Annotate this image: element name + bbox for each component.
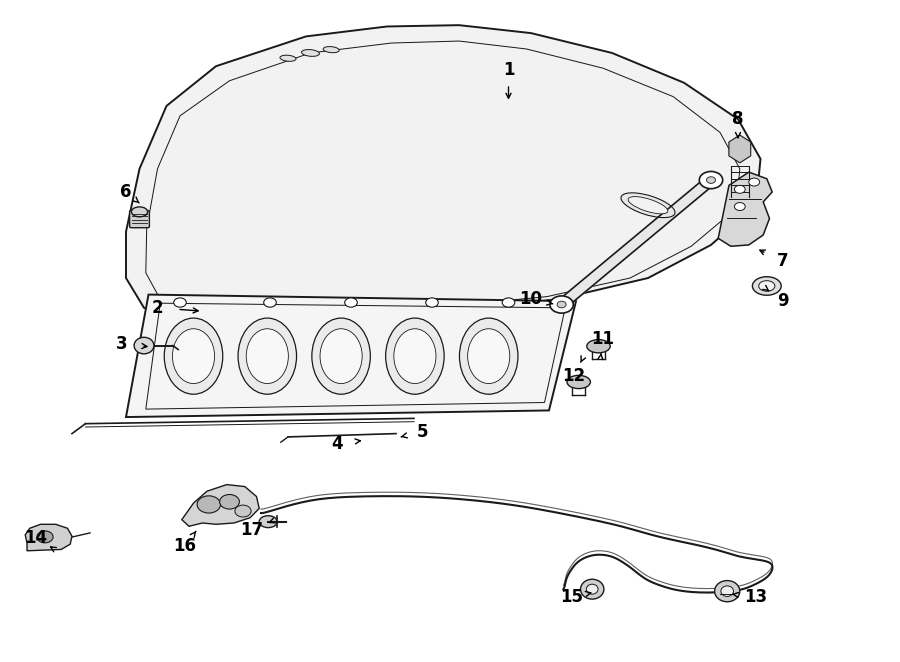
Text: 15: 15 bbox=[560, 588, 583, 606]
Ellipse shape bbox=[320, 329, 362, 383]
Text: 3: 3 bbox=[116, 335, 127, 354]
Text: 9: 9 bbox=[778, 292, 788, 310]
Ellipse shape bbox=[312, 318, 371, 395]
Circle shape bbox=[345, 298, 357, 307]
Ellipse shape bbox=[247, 329, 288, 383]
Ellipse shape bbox=[394, 329, 436, 383]
PathPatch shape bbox=[718, 172, 772, 246]
Text: 11: 11 bbox=[591, 330, 615, 348]
PathPatch shape bbox=[25, 524, 72, 551]
Ellipse shape bbox=[587, 340, 610, 353]
Text: 5: 5 bbox=[418, 422, 428, 441]
Ellipse shape bbox=[280, 55, 296, 62]
Ellipse shape bbox=[587, 584, 599, 594]
Text: 1: 1 bbox=[503, 60, 514, 79]
Circle shape bbox=[699, 171, 723, 189]
Circle shape bbox=[264, 298, 276, 307]
Ellipse shape bbox=[752, 277, 781, 295]
Circle shape bbox=[502, 298, 515, 307]
PathPatch shape bbox=[126, 25, 760, 324]
Ellipse shape bbox=[628, 197, 668, 214]
Ellipse shape bbox=[721, 586, 734, 596]
Circle shape bbox=[734, 185, 745, 193]
Text: 16: 16 bbox=[173, 537, 196, 555]
Text: 7: 7 bbox=[778, 252, 788, 271]
Ellipse shape bbox=[238, 318, 297, 395]
Ellipse shape bbox=[259, 516, 277, 528]
PathPatch shape bbox=[182, 485, 259, 526]
Ellipse shape bbox=[715, 581, 740, 602]
Ellipse shape bbox=[580, 579, 604, 599]
Circle shape bbox=[557, 301, 566, 308]
FancyBboxPatch shape bbox=[130, 211, 149, 228]
Text: 10: 10 bbox=[519, 290, 543, 308]
Circle shape bbox=[550, 296, 573, 313]
Polygon shape bbox=[557, 177, 716, 308]
Circle shape bbox=[734, 203, 745, 211]
Ellipse shape bbox=[759, 281, 775, 291]
Circle shape bbox=[220, 495, 239, 509]
Ellipse shape bbox=[134, 338, 154, 354]
Ellipse shape bbox=[385, 318, 445, 395]
Text: 2: 2 bbox=[152, 299, 163, 317]
Ellipse shape bbox=[468, 329, 509, 383]
Ellipse shape bbox=[460, 318, 518, 395]
Circle shape bbox=[235, 505, 251, 517]
PathPatch shape bbox=[126, 295, 576, 417]
Circle shape bbox=[37, 531, 53, 543]
Text: 14: 14 bbox=[24, 528, 48, 547]
Ellipse shape bbox=[323, 46, 339, 53]
Ellipse shape bbox=[164, 318, 223, 395]
Circle shape bbox=[749, 178, 760, 186]
Polygon shape bbox=[729, 135, 751, 163]
Circle shape bbox=[197, 496, 220, 513]
Ellipse shape bbox=[173, 329, 214, 383]
Text: 17: 17 bbox=[240, 520, 264, 539]
Ellipse shape bbox=[621, 193, 675, 218]
Text: 13: 13 bbox=[744, 588, 768, 606]
Ellipse shape bbox=[567, 375, 590, 389]
Ellipse shape bbox=[302, 50, 319, 56]
Circle shape bbox=[706, 177, 716, 183]
Circle shape bbox=[174, 298, 186, 307]
Ellipse shape bbox=[131, 207, 148, 216]
Text: 6: 6 bbox=[121, 183, 131, 201]
Text: 12: 12 bbox=[562, 367, 586, 385]
Text: 4: 4 bbox=[332, 434, 343, 453]
Circle shape bbox=[426, 298, 438, 307]
Text: 8: 8 bbox=[733, 110, 743, 128]
Circle shape bbox=[552, 298, 564, 307]
